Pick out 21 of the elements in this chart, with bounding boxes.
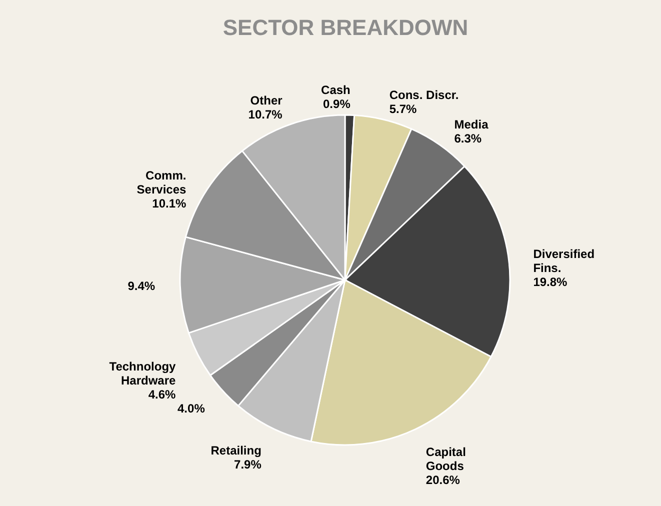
slice-label: Capital Goods [426, 444, 466, 473]
slice-label: Retailing [210, 444, 262, 458]
data-label: 6.3% [454, 132, 482, 146]
slice-label: Cash [321, 83, 350, 98]
data-label: 4.6% [148, 387, 176, 402]
data-label: 19.8% [533, 274, 568, 289]
slice-label: Technology Hardware [109, 359, 176, 388]
slice-label: Media [454, 118, 489, 132]
data-label: 20.6% [426, 472, 460, 487]
data-label: 10.1% [152, 196, 187, 211]
data-label: 7.9% [234, 458, 262, 472]
slice-label: Comm. Services [136, 168, 187, 197]
data-label: 4.0% [178, 401, 206, 416]
data-label: 9.4% [128, 278, 156, 293]
slice-label: Diversified Fins. [533, 246, 595, 275]
slice-label: Cons. Discr. [389, 88, 459, 102]
data-label: 0.9% [323, 97, 351, 112]
data-label: 5.7% [389, 102, 418, 116]
data-label: 10.7% [248, 108, 283, 122]
slice-label: Other [250, 94, 283, 108]
chart-title: SECTOR BREAKDOWN [222, 15, 468, 40]
